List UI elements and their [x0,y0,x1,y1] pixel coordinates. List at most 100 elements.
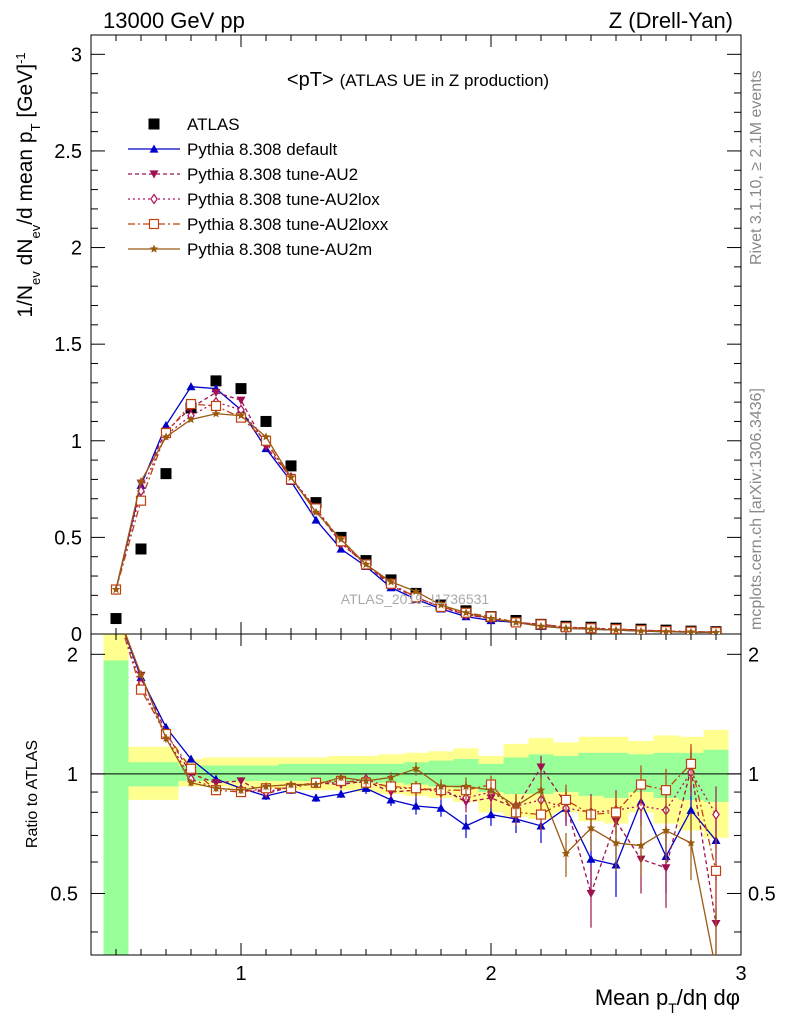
data-point [311,515,321,524]
ratio-point [112,605,121,614]
y-axis-label-bottom: Ratio to ATLAS [24,740,41,848]
ratio-point [610,807,622,818]
legend-marker [149,244,159,253]
legend-marker [148,218,160,230]
data-point [511,617,521,627]
ratio-point [685,758,697,769]
ratio-point [561,849,571,858]
data-point [461,608,471,617]
x-tick-label: 3 [735,963,746,985]
ratio-point [311,780,321,789]
legend: ATLAS Pythia 8.308 default Pythia 8.308 tu… [128,115,389,259]
data-layer [110,375,722,634]
ratio-point [536,785,546,794]
ratio-band-green [203,765,229,781]
x-tick-label: 1 [235,963,246,985]
data-point [486,614,496,623]
data-point [236,396,246,405]
legend-item: Pythia 8.308 tune-AU2m [128,240,372,259]
data-point [586,624,596,633]
y-tick-label: 0 [71,624,82,646]
y-tick-label: 3 [71,44,82,66]
watermark: ATLAS_2019_I1736531 [341,591,490,607]
data-point [135,543,147,555]
data-point [310,497,322,509]
ratio-point [386,772,396,782]
rivet-label: Rivet 3.1.10, ≥ 2.1M events [748,70,765,265]
ratio-tick-label-right: 1 [748,764,759,786]
data-point [285,460,297,472]
data-point [111,585,121,594]
data-point [260,415,272,427]
ratio-point [336,789,346,798]
y-tick-label: 2.5 [54,141,82,163]
x-axis-label: Mean pT/dη dφ [595,985,740,1016]
ratio-layer [112,605,722,974]
ratio-band-green [503,757,529,794]
ratio-point [112,605,121,613]
ratio-point [236,785,246,794]
ratio-point [586,889,596,898]
ratio-tick-label-left: 2 [67,644,78,666]
ratio-point [486,810,496,819]
legend-label: Pythia 8.308 tune-AU2m [187,240,372,259]
ratio-point [311,793,321,802]
ratio-point [286,780,296,789]
ratio-point [410,783,422,794]
data-point [210,375,222,387]
ratio-point [436,781,446,791]
ratio-point [661,826,671,835]
data-point [611,625,621,634]
legend-item: Pythia 8.308 tune-AU2lox [128,190,380,209]
data-point [161,420,171,429]
data-point [136,476,146,485]
ratio-point [135,684,147,695]
ratio-point [211,783,221,792]
data-point [236,411,246,420]
y-tick-label: 0.5 [54,527,82,549]
ratio-band-green [228,765,254,781]
ratio-point [411,801,421,810]
data-point [711,627,721,634]
ratio-point [185,763,197,774]
title-main: <pT> [287,69,334,91]
x-tick-label: 2 [485,963,496,985]
legend-marker [149,144,159,153]
data-point [185,398,197,410]
ratio-point [560,794,572,806]
ratio-point [712,966,721,974]
y-tick-label: 1.5 [54,334,82,356]
legend-item: Pythia 8.308 tune-AU2 [128,165,358,184]
title-sub: (ATLAS UE in Z production) [340,71,549,90]
ratio-point [686,838,696,847]
data-point [261,432,271,441]
data-point [536,621,546,630]
ratio-band-green [303,763,329,781]
data-point [561,623,571,632]
ratio-point [586,823,596,832]
data-point [286,472,296,482]
data-point [160,468,172,480]
ratio-point [112,605,121,613]
ratio-point [161,733,171,742]
ratio-point [586,854,596,863]
plot-title: <pT> (ATLAS UE in Z production) [287,69,549,91]
ratio-band-green [253,765,279,781]
data-point [186,382,196,391]
legend-label: Pythia 8.308 default [187,140,338,159]
data-point [186,415,196,424]
ratio-point [661,864,671,873]
ratio-point [712,809,720,821]
ratio-point [113,605,119,614]
header-right: Z (Drell-Yan) [609,8,733,33]
data-point [436,600,446,609]
ratio-band-green [278,763,304,781]
ratio-series-4 [112,605,721,974]
ratio-tick-label-left: 1 [67,764,78,786]
ratio-point [386,795,396,804]
y-tick-label: 2 [71,238,82,260]
ratio-tick-label-right: 0.5 [748,883,776,905]
ratio-point [361,776,371,785]
legend-item: Pythia 8.308 default [128,140,338,159]
